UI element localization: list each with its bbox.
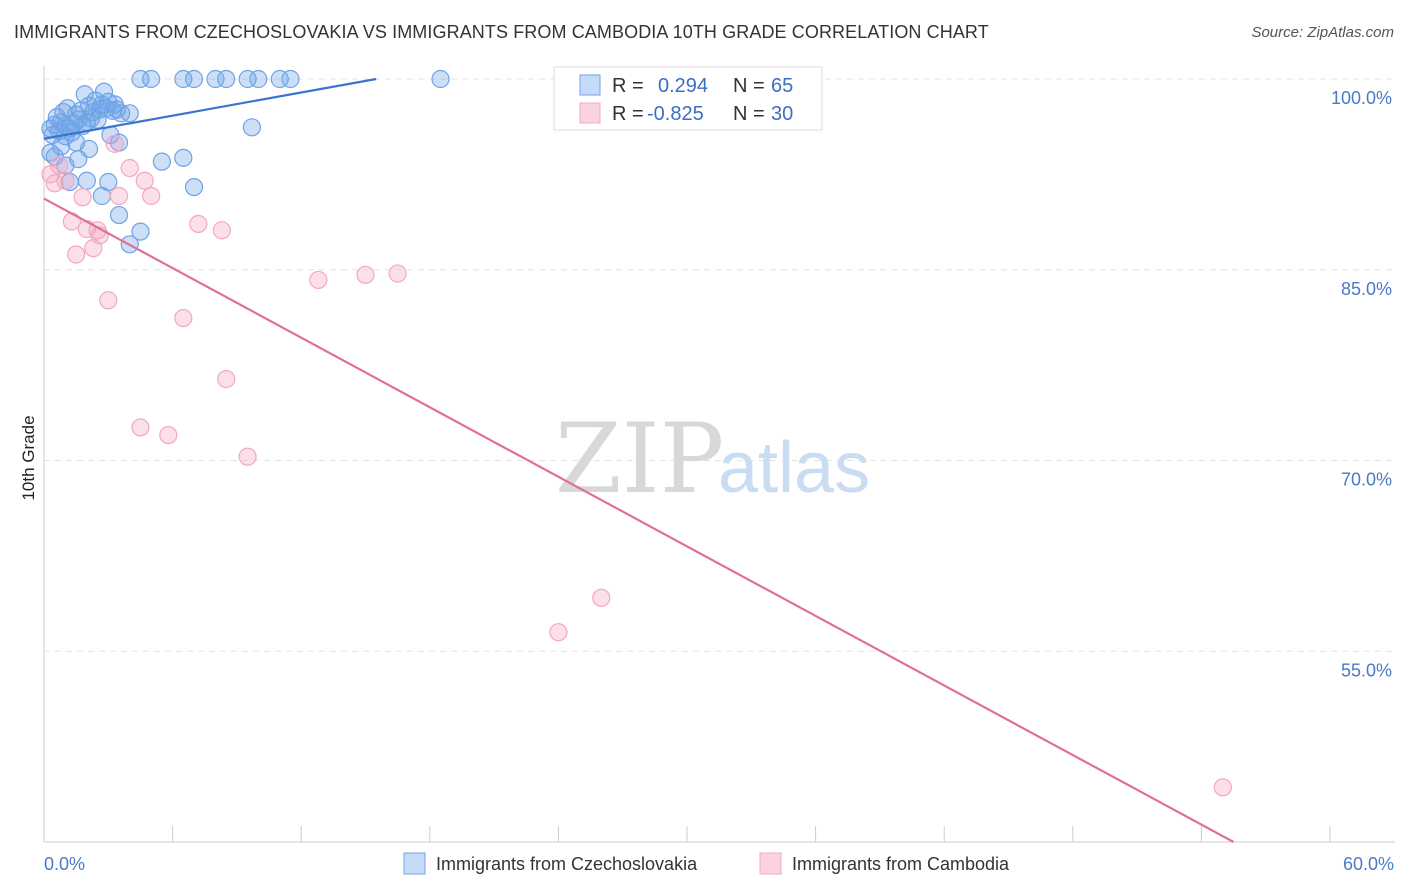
- bottom-legend-swatch-cambodia: [759, 852, 782, 875]
- legend-r-value-1: 0.294: [658, 75, 708, 97]
- cambodia-point-20: [189, 214, 208, 234]
- cambodia-point-29: [1213, 778, 1232, 797]
- czechoslovakia-point-41: [249, 69, 268, 89]
- cambodia-point-15: [131, 418, 150, 437]
- cambodia-point-11: [99, 291, 118, 310]
- series-legend: Immigrants from Czechoslovakia Immigrant…: [403, 852, 1010, 875]
- y-tick-label-2: 70.0%: [1341, 470, 1392, 490]
- cambodia-point-24: [309, 270, 328, 290]
- legend-n-value-2: 30: [771, 103, 793, 125]
- cambodia-point-16: [135, 171, 154, 190]
- cambodia-point-18: [159, 425, 178, 445]
- axes: [43, 66, 1395, 843]
- trend-lines: [43, 77, 1235, 843]
- czechoslovakia-point-45: [242, 118, 262, 137]
- cambodia-point-1: [45, 174, 64, 193]
- czechoslovakia-point-42: [270, 69, 289, 89]
- y-tick-labels: 100.0% 85.0% 70.0% 55.0%: [1331, 88, 1392, 680]
- x-tick-label-0: 0.0%: [44, 854, 85, 874]
- cambodia-point-6: [73, 188, 92, 207]
- legend-r-label-1: R =: [612, 75, 644, 97]
- cambodia-point-17: [142, 186, 161, 206]
- legend-swatch-czechoslovakia: [579, 74, 601, 96]
- cambodia-point-13: [109, 186, 129, 206]
- cambodia-point-4: [62, 212, 81, 231]
- watermark: ZIP atlas: [555, 403, 870, 515]
- scatter-points: [41, 69, 1232, 797]
- czechoslovakia-point-64: [67, 133, 86, 152]
- czechoslovakia-trend-line: [43, 77, 377, 140]
- grid: [44, 78, 1395, 652]
- y-tick-label-3: 55.0%: [1341, 660, 1392, 680]
- stats-legend: R = 0.294 N = 65 R = -0.825 N = 30: [553, 66, 823, 131]
- legend-r-label-2: R =: [612, 103, 644, 125]
- watermark-zip: ZIP: [555, 403, 724, 515]
- cambodia-point-5: [67, 245, 86, 264]
- czechoslovakia-point-37: [184, 69, 204, 89]
- cambodia-point-12: [105, 134, 124, 153]
- x-tick-labels: 0.0% 60.0%: [44, 854, 1394, 874]
- czechoslovakia-point-40: [238, 69, 257, 89]
- czechoslovakia-point-63: [120, 104, 139, 123]
- czechoslovakia-point-57: [131, 222, 150, 241]
- czechoslovakia-point-59: [174, 148, 193, 167]
- czechoslovakia-point-58: [152, 152, 171, 171]
- czechoslovakia-point-62: [52, 137, 71, 156]
- cambodia-point-22: [217, 370, 236, 389]
- czechoslovakia-point-35: [142, 69, 161, 89]
- y-tick-label-1: 85.0%: [1341, 279, 1392, 299]
- legend-n-label-2: N =: [733, 103, 765, 125]
- czechoslovakia-point-55: [109, 205, 129, 225]
- czechoslovakia-point-36: [174, 69, 193, 89]
- cambodia-point-3: [56, 171, 75, 190]
- cambodia-point-28: [592, 588, 611, 607]
- bottom-legend-swatch-czechoslovakia: [403, 852, 426, 875]
- bottom-legend-label-cambodia: Immigrants from Cambodia: [792, 854, 1010, 874]
- czechoslovakia-point-34: [131, 69, 150, 89]
- cambodia-point-21: [212, 221, 231, 240]
- legend-swatch-cambodia: [579, 102, 601, 124]
- cambodia-point-2: [49, 156, 69, 175]
- czechoslovakia-point-60: [184, 177, 204, 197]
- cambodia-point-14: [120, 158, 139, 178]
- cambodia-trend-line: [43, 197, 1235, 843]
- czechoslovakia-point-43: [281, 69, 300, 89]
- legend-n-label-1: N =: [733, 75, 765, 97]
- czechoslovakia-point-54: [99, 172, 118, 192]
- czechoslovakia-point-16: [75, 85, 94, 104]
- legend-n-value-1: 65: [771, 75, 793, 97]
- y-axis-label: 10th Grade: [19, 415, 38, 500]
- bottom-legend-label-czechoslovakia: Immigrants from Czechoslovakia: [436, 854, 698, 874]
- chart-title: IMMIGRANTS FROM CZECHOSLOVAKIA VS IMMIGR…: [14, 22, 989, 42]
- source-label: Source: ZipAtlas.com: [1251, 24, 1394, 41]
- czechoslovakia-point-38: [206, 69, 225, 89]
- cambodia-point-25: [356, 265, 375, 284]
- watermark-atlas: atlas: [718, 428, 870, 508]
- czechoslovakia-point-39: [217, 69, 236, 89]
- cambodia-point-27: [549, 623, 568, 642]
- cambodia-point-23: [238, 447, 257, 466]
- czechoslovakia-point-51: [77, 171, 96, 190]
- x-tick-label-1: 60.0%: [1343, 854, 1394, 874]
- y-tick-label-0: 100.0%: [1331, 88, 1392, 108]
- cambodia-point-19: [174, 308, 193, 328]
- cambodia-point-26: [388, 264, 407, 283]
- legend-r-value-2: -0.825: [647, 103, 704, 125]
- czechoslovakia-point-44: [431, 69, 450, 89]
